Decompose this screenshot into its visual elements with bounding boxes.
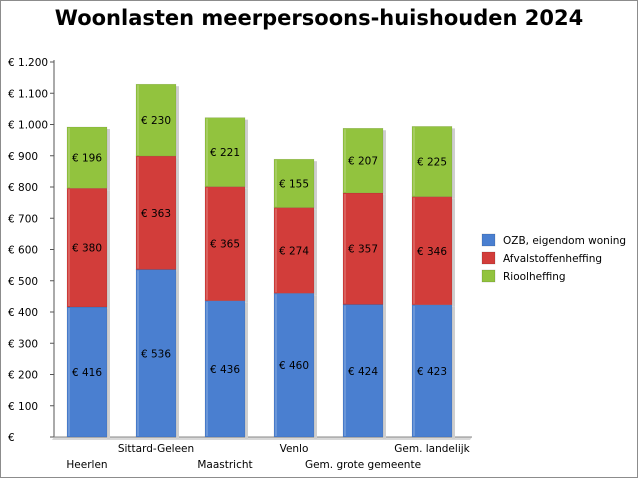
x-category-label: Venlo bbox=[280, 443, 309, 455]
legend-label: Afvalstoffenheffing bbox=[503, 253, 602, 265]
data-label: € 460 bbox=[279, 360, 309, 372]
legend-swatch bbox=[481, 233, 496, 247]
legend-label: OZB, eigendom woning bbox=[503, 235, 626, 247]
bar-segment bbox=[66, 126, 108, 189]
x-category-label: Maastricht bbox=[197, 459, 252, 471]
bar-depth bbox=[107, 129, 110, 191]
y-tick-label: € 200 bbox=[8, 370, 38, 382]
data-label: € 536 bbox=[141, 348, 171, 360]
bar-highlight bbox=[344, 129, 346, 192]
bar-highlight bbox=[206, 118, 208, 186]
data-label: € 346 bbox=[417, 246, 447, 258]
x-category-label: Gem. landelijk bbox=[394, 443, 470, 455]
bar-depth bbox=[383, 130, 386, 195]
bar-highlight bbox=[137, 85, 139, 156]
bar-segment bbox=[204, 300, 246, 438]
bar-highlight bbox=[413, 197, 415, 304]
bar-depth bbox=[245, 302, 248, 439]
bar-segment bbox=[411, 304, 453, 438]
y-tick-label: € 1.000 bbox=[8, 120, 48, 132]
bar-highlight bbox=[275, 160, 277, 207]
bar-highlight bbox=[206, 187, 208, 300]
data-label: € 274 bbox=[279, 245, 309, 257]
data-label: € 221 bbox=[210, 147, 240, 159]
bar-depth bbox=[452, 198, 455, 307]
y-tick-label: € 100 bbox=[8, 401, 38, 413]
bar-segment bbox=[135, 83, 177, 157]
bar-depth bbox=[176, 86, 179, 159]
legend-label: Rioolheffing bbox=[503, 271, 566, 283]
bar-highlight bbox=[68, 308, 70, 436]
data-label: € 230 bbox=[141, 115, 171, 127]
bar-segment bbox=[273, 158, 315, 208]
data-label: € 416 bbox=[72, 367, 102, 379]
data-label: € 365 bbox=[210, 239, 240, 251]
data-label: € 207 bbox=[348, 156, 378, 168]
bar-segment bbox=[66, 188, 108, 308]
bar-highlight bbox=[275, 294, 277, 436]
y-tick-label: € 600 bbox=[8, 245, 38, 257]
bar-depth bbox=[314, 161, 317, 210]
legend-swatch bbox=[481, 269, 496, 283]
bar-depth bbox=[452, 306, 455, 439]
data-label: € 423 bbox=[417, 366, 447, 378]
bar-highlight bbox=[206, 301, 208, 436]
bar-depth bbox=[245, 188, 248, 303]
bar-depth bbox=[107, 309, 110, 439]
bar-highlight bbox=[413, 305, 415, 436]
bar-highlight bbox=[137, 157, 139, 269]
data-label: € 155 bbox=[279, 178, 309, 190]
bar-depth bbox=[107, 190, 110, 309]
data-label: € 380 bbox=[72, 243, 102, 255]
x-category-label: Sittard-Geleen bbox=[118, 443, 194, 455]
chart-floor bbox=[52, 437, 472, 440]
bar-depth bbox=[383, 306, 386, 439]
bar-segment bbox=[411, 196, 453, 306]
bar-highlight bbox=[344, 305, 346, 436]
bar-highlight bbox=[137, 270, 139, 436]
bar-depth bbox=[314, 295, 317, 439]
data-label: € 357 bbox=[348, 244, 378, 256]
bar-segment bbox=[204, 117, 246, 187]
data-label: € 225 bbox=[417, 157, 447, 169]
bar-segment bbox=[342, 128, 384, 194]
y-tick-label: € 500 bbox=[8, 276, 38, 288]
y-tick-label: € 400 bbox=[8, 307, 38, 319]
bar-depth bbox=[176, 271, 179, 439]
bar-highlight bbox=[275, 208, 277, 293]
x-category-label: Heerlen bbox=[66, 459, 107, 471]
bar-depth bbox=[245, 119, 248, 189]
bar-depth bbox=[314, 209, 317, 296]
bar-depth bbox=[383, 194, 386, 307]
y-tick-label: € 900 bbox=[8, 151, 38, 163]
bar-highlight bbox=[413, 127, 415, 196]
y-tick-label: € bbox=[8, 432, 15, 444]
y-tick-label: € 1.200 bbox=[8, 57, 48, 69]
bar-highlight bbox=[68, 128, 70, 188]
y-tick-label: € 1.100 bbox=[8, 88, 48, 100]
bar-depth bbox=[452, 128, 455, 199]
data-label: € 363 bbox=[141, 208, 171, 220]
bar-highlight bbox=[344, 193, 346, 304]
bar-highlight bbox=[68, 189, 70, 306]
bar-segment bbox=[411, 126, 453, 197]
bar-segment bbox=[204, 186, 246, 301]
legend-swatch bbox=[481, 251, 496, 265]
bar-segment bbox=[273, 293, 315, 438]
bar-segment bbox=[66, 306, 108, 438]
y-tick-label: € 700 bbox=[8, 213, 38, 225]
x-category-label: Gem. grote gemeente bbox=[305, 459, 421, 471]
data-label: € 196 bbox=[72, 153, 102, 165]
bar-segment bbox=[342, 192, 384, 305]
data-label: € 436 bbox=[210, 364, 240, 376]
data-label: € 424 bbox=[348, 366, 378, 378]
chart-title: Woonlasten meerpersoons-huishouden 2024 bbox=[54, 6, 584, 30]
y-tick-label: € 800 bbox=[8, 182, 38, 194]
bar-depth bbox=[176, 158, 179, 272]
y-tick-label: € 300 bbox=[8, 338, 38, 350]
bar-segment bbox=[135, 155, 177, 270]
